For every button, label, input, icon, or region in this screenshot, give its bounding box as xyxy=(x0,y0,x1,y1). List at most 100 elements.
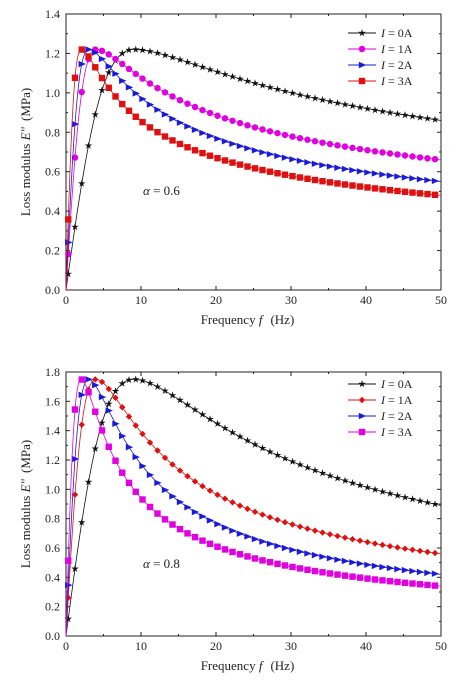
series-marker xyxy=(191,508,200,516)
series-marker xyxy=(266,128,274,135)
series-marker xyxy=(424,548,431,556)
series-marker xyxy=(289,133,296,140)
x-tick-label: 20 xyxy=(210,293,222,307)
y-axis-label-symbol: E" xyxy=(18,126,33,141)
series-marker xyxy=(326,163,335,170)
series-marker xyxy=(111,387,120,395)
series-marker xyxy=(176,498,185,506)
series-marker xyxy=(326,531,334,538)
series-marker xyxy=(424,581,431,589)
series-marker xyxy=(379,171,387,178)
series-marker xyxy=(119,60,126,68)
series-marker xyxy=(161,89,169,96)
series-marker xyxy=(153,382,162,390)
series-marker xyxy=(199,513,207,520)
series-marker xyxy=(356,481,364,489)
series-marker xyxy=(91,444,100,452)
series-marker xyxy=(98,47,106,55)
series-marker xyxy=(251,555,259,562)
series-marker xyxy=(356,537,364,544)
series-marker xyxy=(326,555,335,562)
legend-label: I = 2A xyxy=(380,58,413,72)
series-marker xyxy=(92,64,99,71)
series-marker xyxy=(184,504,192,511)
series-marker xyxy=(229,159,236,166)
legend-symbol: I xyxy=(380,393,386,407)
series-marker xyxy=(311,466,319,474)
series-marker xyxy=(92,376,99,383)
series-marker xyxy=(334,164,342,171)
series-marker xyxy=(78,391,86,399)
legend-marker xyxy=(358,428,366,436)
series-marker xyxy=(98,55,107,63)
series-marker xyxy=(161,454,169,461)
series-marker xyxy=(296,548,305,555)
series-marker xyxy=(84,141,93,149)
series-marker xyxy=(371,562,380,570)
series-2 xyxy=(65,376,442,637)
series-marker xyxy=(125,65,133,73)
series-marker xyxy=(71,564,79,572)
series-1 xyxy=(65,376,442,637)
series-marker xyxy=(112,55,119,63)
legend-marker xyxy=(358,396,366,404)
series-marker xyxy=(251,147,260,154)
series-marker xyxy=(236,551,244,558)
series-marker xyxy=(394,151,401,158)
alpha-symbol: α xyxy=(143,556,151,571)
series-marker xyxy=(229,117,236,124)
series-marker xyxy=(304,159,312,166)
series-marker xyxy=(281,519,289,526)
series-marker xyxy=(401,493,409,501)
series-marker xyxy=(168,391,177,399)
series-marker xyxy=(199,537,206,544)
series-marker xyxy=(424,176,432,184)
series-marker xyxy=(221,424,229,432)
series-marker xyxy=(371,576,379,583)
series-marker xyxy=(311,567,319,575)
series-marker xyxy=(92,408,99,415)
series-marker xyxy=(394,578,401,586)
series-marker xyxy=(274,129,281,137)
series-marker xyxy=(191,533,199,541)
series-marker xyxy=(64,269,73,278)
series-marker xyxy=(191,147,199,154)
y-axis-label-unit: (MPa) xyxy=(18,88,33,121)
series-marker xyxy=(146,80,154,87)
y-tick-label: 1.2 xyxy=(45,46,60,60)
series-marker xyxy=(198,63,207,71)
series-marker xyxy=(311,527,319,534)
series-marker xyxy=(423,498,432,506)
series-marker xyxy=(132,70,139,78)
series-marker xyxy=(139,95,147,103)
series-marker xyxy=(77,179,86,187)
series-marker xyxy=(303,463,312,471)
series-marker xyxy=(112,457,119,464)
series-marker xyxy=(65,239,73,246)
series-marker xyxy=(401,152,409,159)
series-marker xyxy=(221,138,230,145)
legend-symbol: I xyxy=(380,377,386,391)
series-marker xyxy=(191,60,199,68)
series-marker xyxy=(228,428,237,436)
series-marker xyxy=(266,447,274,456)
series-marker xyxy=(281,87,289,95)
series-marker xyxy=(289,546,297,554)
series-marker xyxy=(65,581,73,589)
series-marker xyxy=(379,563,387,571)
series-marker xyxy=(266,150,275,158)
series-marker xyxy=(341,557,350,565)
series-marker xyxy=(319,161,327,169)
series-marker xyxy=(326,179,334,186)
series-marker xyxy=(125,84,134,91)
series-marker xyxy=(85,53,92,60)
series-marker xyxy=(161,386,169,395)
series-marker xyxy=(139,496,146,503)
series-marker xyxy=(356,574,364,581)
legend-symbol: I xyxy=(380,409,386,423)
series-marker xyxy=(85,389,92,396)
series-marker xyxy=(112,70,120,77)
series-marker xyxy=(334,142,341,149)
series-marker xyxy=(296,174,304,181)
series-marker xyxy=(251,535,260,543)
